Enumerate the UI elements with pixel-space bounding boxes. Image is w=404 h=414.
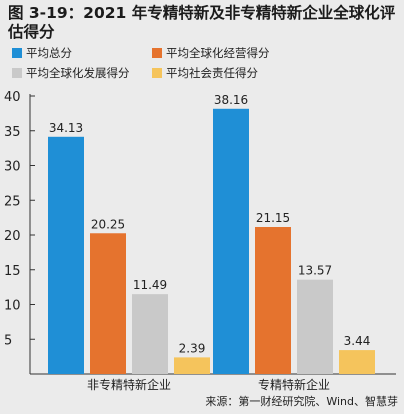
data-label: 20.25 bbox=[91, 217, 125, 231]
data-label: 3.44 bbox=[344, 334, 371, 348]
data-label: 2.39 bbox=[179, 341, 206, 355]
x-tick-label: 非专精特新企业 bbox=[87, 377, 171, 392]
y-tick-label: 35 bbox=[4, 125, 21, 140]
y-tick-label: 25 bbox=[4, 194, 21, 209]
legend-item: 平均社会责任得分 bbox=[152, 65, 258, 81]
data-label: 38.16 bbox=[214, 93, 248, 107]
y-tick-label: 30 bbox=[4, 160, 21, 175]
legend-item: 平均全球化发展得分 bbox=[12, 65, 130, 81]
y-tick-label: 20 bbox=[4, 229, 21, 244]
data-label: 21.15 bbox=[256, 211, 290, 225]
legend-item: 平均全球化经营得分 bbox=[152, 45, 270, 61]
data-label: 11.49 bbox=[133, 278, 167, 292]
bar-chart: 5 10 15 20 25 30 35 40 34.13 20.25 11.49 2.39 非专精特新企… bbox=[0, 82, 404, 394]
data-label: 34.13 bbox=[49, 121, 83, 135]
legend-label: 平均社会责任得分 bbox=[166, 65, 258, 81]
data-label: 13.57 bbox=[298, 264, 332, 278]
chart-title: 图 3-19：2021 年专精特新及非专精特新企业全球化评估得分 bbox=[8, 4, 398, 42]
legend-label: 平均全球化经营得分 bbox=[166, 45, 270, 61]
bar bbox=[255, 227, 291, 374]
bar bbox=[297, 280, 333, 374]
legend-label: 平均总分 bbox=[26, 45, 72, 61]
y-tick-label: 5 bbox=[4, 333, 12, 348]
y-tick-label: 15 bbox=[4, 264, 21, 279]
chart-legend: 平均总分 平均全球化经营得分平均全球化发展得分 平均社会责任得分 bbox=[12, 45, 402, 81]
y-tick-label: 10 bbox=[4, 299, 21, 314]
bar bbox=[339, 350, 375, 374]
bar bbox=[132, 294, 168, 374]
bar bbox=[213, 109, 249, 374]
bar bbox=[48, 137, 84, 374]
legend-swatch bbox=[12, 48, 22, 58]
bar bbox=[90, 233, 126, 374]
bar bbox=[174, 357, 210, 374]
y-tick-label: 40 bbox=[4, 90, 21, 105]
legend-item: 平均总分 bbox=[12, 45, 72, 61]
legend-swatch bbox=[152, 68, 162, 78]
legend-swatch bbox=[12, 68, 22, 78]
source-note: 来源：第一财经研究院、Wind、智慧芽 bbox=[205, 393, 398, 409]
legend-label: 平均全球化发展得分 bbox=[26, 65, 130, 81]
x-tick-label: 专精特新企业 bbox=[258, 377, 330, 392]
legend-swatch bbox=[152, 48, 162, 58]
